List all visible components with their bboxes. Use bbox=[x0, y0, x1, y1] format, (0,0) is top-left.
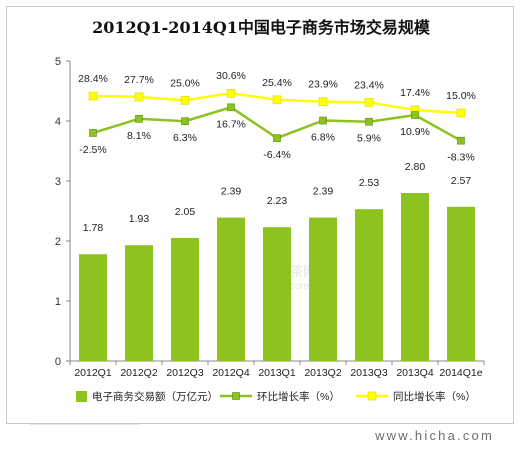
series-point-mom bbox=[89, 129, 97, 137]
series-point-label: 17.4% bbox=[400, 87, 430, 99]
bar-value-label: 2.80 bbox=[405, 161, 426, 173]
bar bbox=[171, 238, 199, 361]
series-point-mom bbox=[273, 134, 281, 142]
x-tick-label: 2012Q2 bbox=[120, 367, 158, 379]
bar-value-label: 2.57 bbox=[451, 175, 472, 187]
series-point-label: 23.9% bbox=[308, 79, 338, 91]
bar-value-label: 1.78 bbox=[83, 222, 104, 234]
series-point-label: -2.5% bbox=[79, 144, 106, 156]
series-point-label: 30.6% bbox=[216, 70, 246, 82]
series-point-label: 6.8% bbox=[311, 132, 335, 144]
legend-label-yoy: 同比增长率（%） bbox=[393, 390, 476, 403]
watermark-site: www.hicha.com bbox=[374, 428, 494, 443]
x-tick-label: 2012Q1 bbox=[74, 367, 112, 379]
series-point-label: 6.3% bbox=[173, 132, 197, 144]
y-tick-label: 5 bbox=[55, 56, 61, 68]
series-point-label: 27.7% bbox=[124, 74, 154, 86]
bar bbox=[401, 193, 429, 361]
bar-value-label: 2.39 bbox=[221, 186, 242, 198]
series-point-mom bbox=[227, 103, 235, 112]
series-point-yoy bbox=[364, 98, 374, 107]
legend-label-mom: 环比增长率（%） bbox=[257, 390, 340, 403]
bar bbox=[355, 209, 383, 361]
series-point-yoy bbox=[88, 91, 98, 101]
y-tick-label: 1 bbox=[55, 296, 61, 308]
series-point-mom bbox=[181, 117, 189, 125]
y-tick-label: 2 bbox=[55, 236, 61, 248]
series-point-label: 5.9% bbox=[357, 133, 381, 145]
bar bbox=[79, 254, 107, 361]
chart-title: 2012Q1-2014Q1中国电子商务市场交易规模 bbox=[92, 18, 431, 37]
series-point-label: 10.9% bbox=[400, 126, 430, 138]
series-point-label: 25.4% bbox=[262, 77, 292, 89]
series-point-mom bbox=[411, 111, 419, 119]
y-tick-label: 3 bbox=[55, 176, 61, 188]
bar bbox=[217, 217, 245, 361]
series-point-yoy bbox=[226, 88, 236, 98]
bar bbox=[263, 227, 291, 361]
series-point-yoy bbox=[180, 96, 190, 105]
legend: 电子商务交易额（万亿元） 环比增长率（%） 同比增长率（%） bbox=[76, 390, 476, 403]
line-series: 28.4% 27.7% 25.0% 30.6% 25.4% 23.9% 23.4% 17.4%… bbox=[78, 70, 476, 163]
series-point-label: -8.3% bbox=[447, 152, 474, 164]
legend-marker-yoy bbox=[367, 391, 377, 401]
bar bbox=[309, 217, 337, 361]
series-point-label: -6.4% bbox=[263, 149, 290, 161]
bar-value-label: 1.93 bbox=[129, 213, 150, 225]
x-tick-label: 2013Q2 bbox=[304, 367, 342, 379]
x-tick-label: 2013Q4 bbox=[396, 367, 434, 379]
series-point-mom bbox=[135, 115, 143, 123]
series-point-mom bbox=[319, 116, 327, 125]
series-point-mom bbox=[365, 117, 373, 126]
series-point-label: 25.0% bbox=[170, 77, 200, 89]
bar-series: 1.78 1.93 2.05 2.39 2.23 2.39 2.53 2.80 2.57 bbox=[79, 161, 475, 361]
y-tick-label: 0 bbox=[55, 356, 61, 368]
series-point-label: 16.7% bbox=[216, 118, 246, 130]
series-point-yoy bbox=[456, 108, 466, 118]
series-point-label: 28.4% bbox=[78, 73, 108, 85]
series-point-mom bbox=[457, 136, 465, 145]
x-tick-label: 2012Q3 bbox=[166, 367, 204, 379]
series-point-label: 15.0% bbox=[446, 90, 476, 102]
legend-label-bar: 电子商务交易额（万亿元） bbox=[92, 390, 218, 403]
series-point-yoy bbox=[272, 95, 282, 105]
series-point-yoy bbox=[318, 97, 328, 107]
bar bbox=[447, 206, 475, 361]
bar-value-label: 2.53 bbox=[359, 177, 380, 189]
watermark-logo-small: com bbox=[290, 281, 309, 292]
x-tick-label: 2013Q1 bbox=[258, 367, 296, 379]
x-tick-label: 2012Q4 bbox=[212, 367, 250, 379]
series-point-label: 23.4% bbox=[354, 79, 384, 91]
legend-marker-mom bbox=[232, 392, 240, 400]
bar bbox=[125, 245, 153, 361]
bar-value-label: 2.05 bbox=[175, 206, 196, 218]
series-point-yoy bbox=[134, 92, 144, 102]
x-tick-label: 2014Q1e bbox=[439, 367, 482, 379]
y-tick-label: 4 bbox=[55, 116, 61, 128]
series-point-label: 8.1% bbox=[127, 130, 151, 142]
bar-value-label: 2.23 bbox=[267, 195, 288, 207]
legend-swatch-bar bbox=[76, 391, 87, 402]
bar-value-label: 2.39 bbox=[313, 186, 334, 198]
x-tick-label: 2013Q3 bbox=[350, 367, 388, 379]
